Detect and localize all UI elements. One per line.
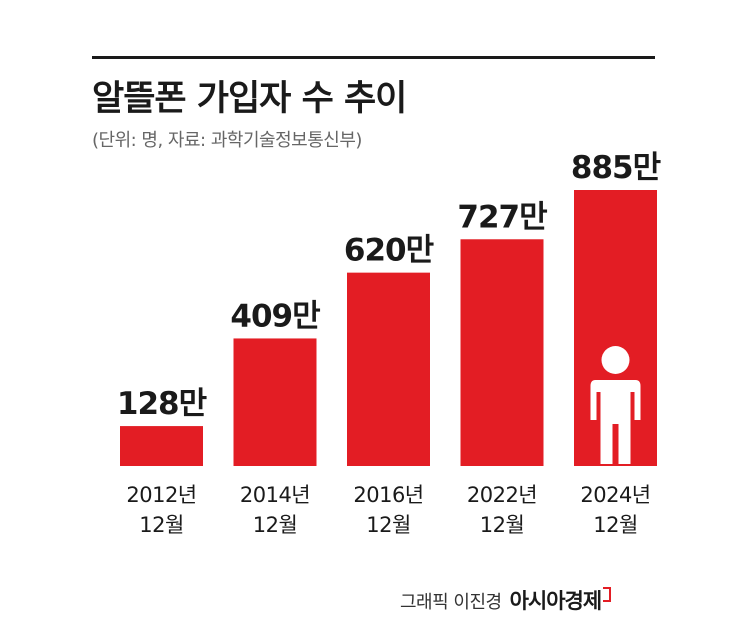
data-label: 409만 <box>230 298 320 334</box>
x-tick-label-year: 2012년 <box>126 483 196 507</box>
x-tick-label-month: 12월 <box>366 513 411 537</box>
chart-title: 알뜰폰 가입자 수 추이 <box>92 79 407 119</box>
brand-mark-icon <box>603 587 612 602</box>
data-label: 885만 <box>571 150 661 186</box>
bar <box>460 239 544 466</box>
x-tick-label-year: 2024년 <box>580 483 650 507</box>
credit-line: 그래픽 이진경 아시아경제 <box>400 585 612 615</box>
x-tick-label-year: 2022년 <box>467 483 537 507</box>
brand-logo-text: 아시아경제 <box>509 589 603 613</box>
bar <box>574 190 657 466</box>
person-icon <box>590 346 641 464</box>
top-rule <box>92 56 655 59</box>
data-label: 727만 <box>457 199 547 235</box>
bar <box>120 426 203 466</box>
bar <box>347 272 430 466</box>
x-tick-label-month: 12월 <box>480 513 525 537</box>
x-tick-label-month: 12월 <box>139 513 184 537</box>
data-label: 620만 <box>344 233 434 269</box>
x-tick-label-month: 12월 <box>253 513 298 537</box>
graphic-author: 그래픽 이진경 <box>400 592 502 613</box>
x-tick-label-year: 2016년 <box>353 483 423 507</box>
x-tick-label-month: 12월 <box>593 513 638 537</box>
bar <box>233 338 317 466</box>
data-label: 128만 <box>117 386 207 422</box>
x-tick-label-year: 2014년 <box>240 483 310 507</box>
chart-subtitle: (단위: 명, 자료: 과학기술정보통신부) <box>92 130 362 151</box>
